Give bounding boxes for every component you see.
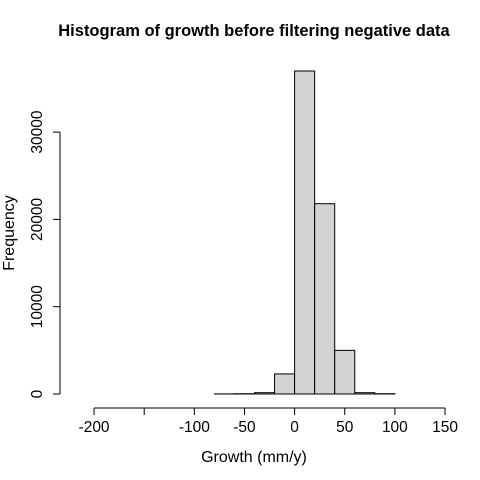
x-tick-label-0: -200 (79, 419, 110, 436)
histogram-bar-9 (254, 392, 276, 395)
x-tick-label-4: 0 (290, 419, 299, 436)
y-axis-label: Frequency (1, 195, 18, 271)
x-tick-label-3: -50 (233, 419, 256, 436)
x-tick-label-2: -100 (179, 419, 210, 436)
y-axis: 0 10000 20000 30000 (29, 110, 61, 398)
histogram-bar-11 (294, 70, 316, 395)
x-tick-label-6: 100 (382, 419, 408, 436)
histogram-bar-13 (334, 349, 356, 395)
x-axis: -200 -100 -50 0 50 100 150 (79, 407, 458, 436)
histogram-bar-10 (274, 373, 296, 395)
bars-group (213, 70, 396, 395)
y-tick-label-0: 0 (29, 389, 46, 398)
y-tick-label-2: 20000 (29, 197, 46, 240)
y-tick-label-3: 30000 (29, 110, 46, 153)
x-axis-label: Growth (mm/y) (201, 449, 307, 466)
x-tick-label-5: 50 (336, 419, 354, 436)
histogram-bar-12 (314, 203, 336, 395)
chart-title: Histogram of growth before filtering neg… (58, 22, 450, 40)
x-tick-label-7: 150 (432, 419, 458, 436)
y-tick-label-1: 10000 (29, 285, 46, 328)
histogram-bar-14 (354, 392, 376, 395)
